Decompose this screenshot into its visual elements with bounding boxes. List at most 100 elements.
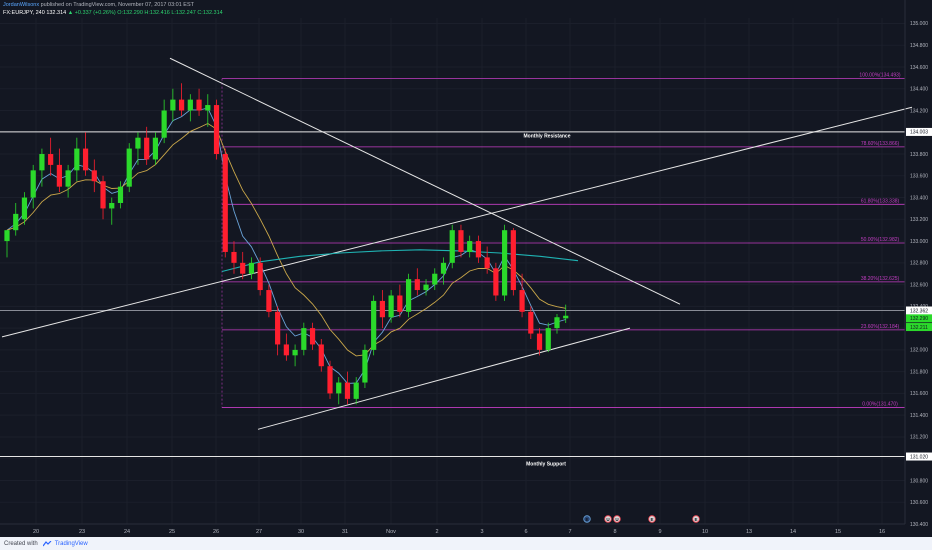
candle-body [432,273,438,285]
candle [327,360,333,399]
candle [48,137,54,176]
price-chart[interactable]: 100.00%(134.493) 78.60%(133.866) 61.80%(13… [0,0,932,537]
fib-level-label: 38.20%(132.625) [861,276,900,282]
candle-body [13,213,19,231]
price-tick-label: 134.200 [910,108,928,114]
candle [100,175,106,220]
candle-body [397,295,403,312]
candle-body [528,311,534,334]
candle [222,148,228,258]
candle-body [74,148,80,171]
price-axis: 135.000 134.800 134.600 134.400 134.200 134.0… [904,0,932,528]
candle-body [39,154,45,171]
candle [205,94,211,127]
candle-body [536,333,543,350]
event-marker: U [613,515,621,523]
candle-body [187,99,193,111]
candle [117,181,124,209]
price-tick-label: 131.400 [910,413,928,419]
event-marker: E [583,515,591,523]
candle-body [30,170,36,198]
time-tick-label: Nov [386,529,396,535]
candle [109,197,115,225]
candle-body [213,105,220,155]
candle [423,279,429,296]
symbol-label: FX:EURJPY, 240 [3,10,45,16]
candle [144,126,150,165]
candlesticks [4,83,569,405]
time-tick-label: 23 [79,529,85,535]
time-tick-label: 14 [790,529,796,535]
candle-body [467,241,473,252]
candle-body [21,197,28,220]
price-tick-label: 132.600 [910,282,928,288]
event-marker-text: E [650,517,653,522]
candle-body [353,382,359,399]
candle [161,99,167,144]
fib-level-label: 61.80%(133.338) [861,198,900,204]
candle-body [405,279,412,312]
time-tick-label: 31 [342,529,348,535]
time-tick-label: 8 [613,529,616,535]
candle-body [283,344,289,356]
ohlc-values: O:132.290 H:132.416 L:132.247 C:132.314 [117,10,223,16]
candle [301,322,307,356]
candle [440,257,447,285]
tradingview-brand-link[interactable]: TradingView [54,540,88,547]
candle [187,94,193,122]
candle-body [292,349,298,356]
candle [484,246,490,274]
candle [283,333,289,361]
fast-ma-line [6,107,566,384]
candle-body [196,99,202,111]
candle-body [502,230,508,296]
monthly-support-label: Monthly Support [526,462,566,468]
publish-text: published on TradingView.com, November 0… [40,2,194,8]
author-link[interactable]: JordanWilsonx [3,2,40,8]
time-tick-label: 15 [835,529,841,535]
price-tick-label: 133.800 [910,152,928,158]
event-marker: E [692,515,700,523]
price-tick-label: 133.600 [910,174,928,180]
candle [240,251,246,280]
candle-body [554,317,560,329]
fib-level-label: 0.00%(131.470) [862,402,898,408]
candle-body [475,241,482,258]
time-tick-label: 24 [124,529,130,535]
chart-header: JordanWilsonx published on TradingView.c… [3,1,223,17]
candle [502,224,508,301]
candle-body [48,154,54,165]
price-tick-label: 130.400 [910,522,928,528]
time-tick-label: 20 [33,529,39,535]
candle [21,192,28,225]
price-tag-text: 132.290 [910,316,928,322]
candle-body [109,202,115,209]
candle [30,164,36,209]
candle [4,230,10,258]
footer-bar: Created with TradingView [0,537,932,550]
time-tick-label: 26 [213,529,219,535]
time-tick-label: 2 [435,529,438,535]
monthly-support-tag-text: 131.020 [910,454,928,460]
candle [545,322,551,353]
candle [266,284,272,318]
candle-body [545,328,551,350]
symbol-line: FX:EURJPY, 240 132.314 ▲ +0.337 (+0.26%)… [3,9,223,17]
candle-body [301,328,307,350]
candle [458,224,464,258]
tradingview-logo-icon [42,540,52,546]
candle [519,273,525,318]
candle [475,235,482,263]
candle [91,159,97,193]
candle [379,290,385,329]
time-tick-label: 9 [658,529,661,535]
candle [493,262,499,301]
candle-body [56,164,62,187]
candle [536,328,543,356]
price-tag-text: 132.211 [910,325,928,331]
candle [344,371,351,405]
price-change: ▲ +0.337 (+0.26%) [67,10,116,16]
candle [126,143,132,193]
candle-body [4,230,10,242]
price-tick-label: 135.000 [910,21,928,27]
